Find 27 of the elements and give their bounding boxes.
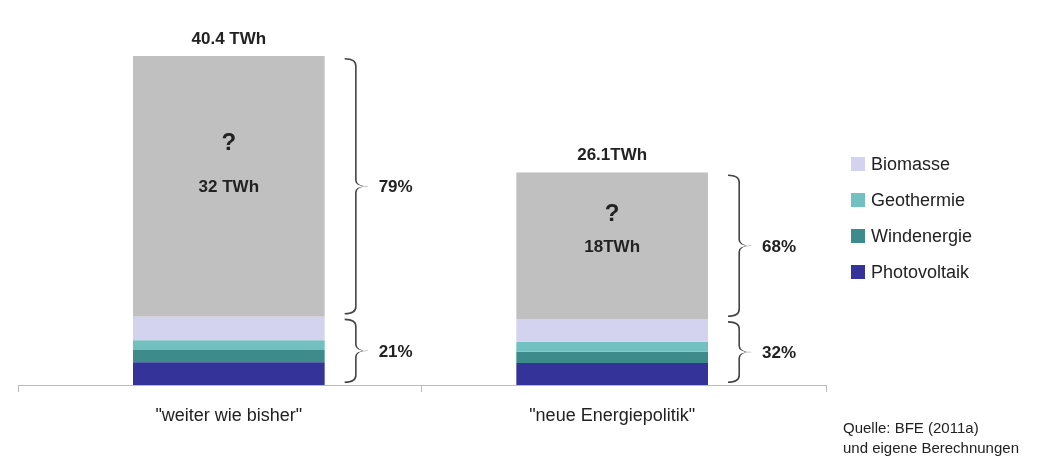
x-tick-label: "weiter wie bisher" (155, 405, 303, 425)
total-label: 40.4 TWh (191, 29, 267, 48)
bar (516, 172, 708, 320)
annotation: ? (221, 128, 237, 156)
x-tick-label: "neue Energiepolitik" (529, 405, 696, 425)
legend-label: Photovoltaik (871, 262, 971, 282)
total-label: 26.1TWh (577, 145, 648, 165)
bar (516, 341, 708, 352)
bar (133, 316, 325, 341)
data-label: 18TWh (584, 236, 641, 256)
annotation: 68% (762, 236, 797, 256)
bar (133, 340, 325, 350)
legend-label: Geothermie (871, 190, 966, 210)
bar (133, 362, 325, 385)
source-note: Quelle: BFE (2011a) und eigene Berechnungen (843, 419, 1019, 456)
bar (516, 363, 708, 385)
bar (133, 56, 325, 317)
data-label: 32 TWh (198, 177, 260, 197)
annotation: 79% (378, 177, 413, 197)
bar (516, 351, 708, 364)
bar (516, 319, 708, 342)
annotation: 32% (762, 343, 797, 363)
legend-label: Biomasse (871, 154, 951, 174)
annotation: 21% (378, 341, 413, 361)
annotation: ? (604, 199, 620, 227)
legend-label: Windenergie (871, 226, 973, 246)
bar (133, 349, 325, 363)
